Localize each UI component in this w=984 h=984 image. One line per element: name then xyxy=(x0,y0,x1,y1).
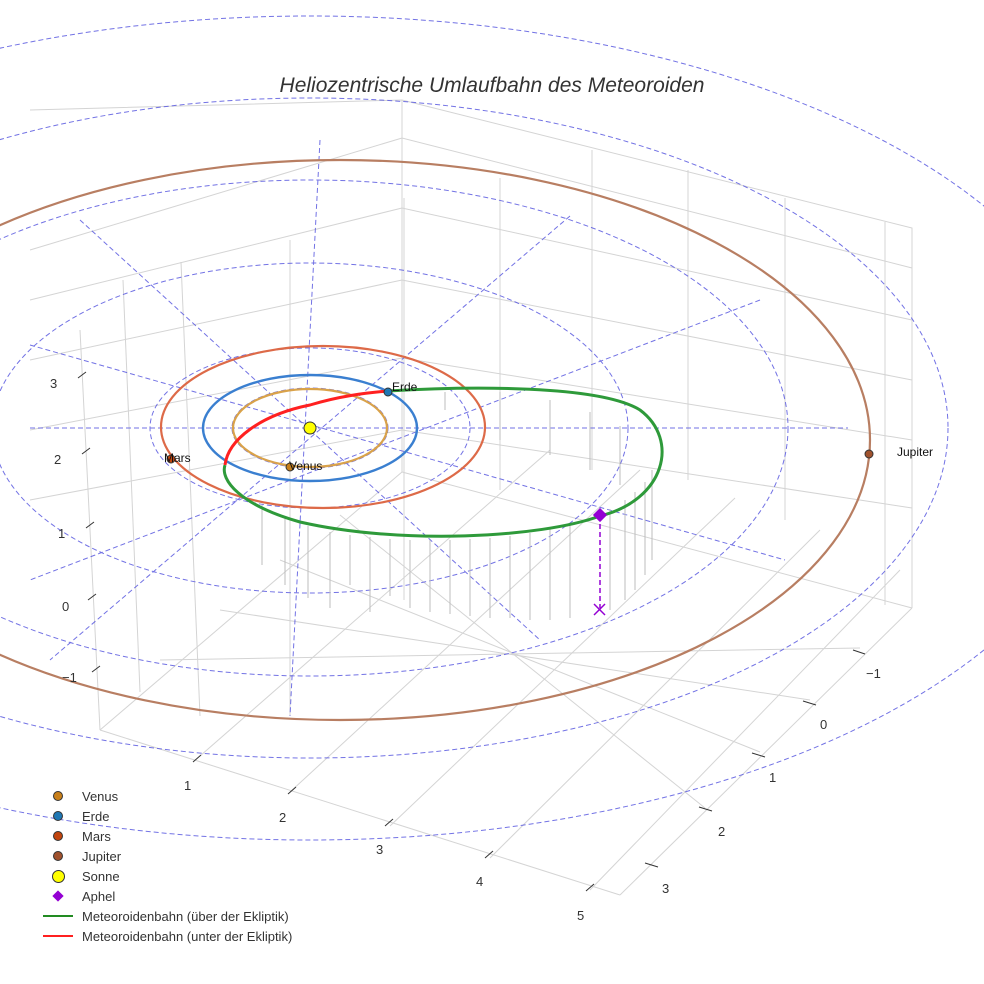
z-tick: 0 xyxy=(62,599,69,614)
y-tick: 2 xyxy=(718,824,725,839)
z-tick: 1 xyxy=(58,526,65,541)
mars-label: Mars xyxy=(164,451,191,465)
x-tick: 1 xyxy=(184,778,191,793)
legend-item-aphel[interactable]: Aphel xyxy=(38,886,292,906)
x-axis xyxy=(192,754,595,892)
x-tick: 5 xyxy=(577,908,584,923)
y-tick: −1 xyxy=(866,666,881,681)
jupiter-orbit xyxy=(0,158,871,722)
jupiter-label: Jupiter xyxy=(897,445,933,459)
aphel-projection-icon xyxy=(593,603,606,616)
mars-marker[interactable] xyxy=(166,454,176,464)
box-grid xyxy=(29,99,913,896)
earth-label: Erde xyxy=(392,380,418,394)
legend-item-sonne[interactable]: Sonne xyxy=(38,866,292,886)
z-axis xyxy=(77,371,101,673)
x-tick: 3 xyxy=(376,842,383,857)
y-tick: 0 xyxy=(820,717,827,732)
ecliptic-grid xyxy=(0,15,984,841)
legend-item-orbit-below[interactable]: Meteoroidenbahn (unter der Ekliptik) xyxy=(38,926,292,946)
y-tick: 1 xyxy=(769,770,776,785)
z-tick: 3 xyxy=(50,376,57,391)
sun-icon xyxy=(51,869,65,883)
legend-item-orbit-above[interactable]: Meteoroidenbahn (über der Ekliptik) xyxy=(38,906,292,926)
red-line-icon xyxy=(43,935,73,937)
green-line-icon xyxy=(43,915,73,917)
x-tick: 2 xyxy=(279,810,286,825)
venus-marker[interactable] xyxy=(285,462,295,472)
legend-item-venus[interactable]: Venus xyxy=(38,786,292,806)
chart-title: Heliozentrische Umlaufbahn des Meteoroid… xyxy=(279,74,705,97)
legend-item-mars[interactable]: Mars xyxy=(38,826,292,846)
venus-label: Venus xyxy=(289,459,322,473)
z-tick: 2 xyxy=(54,452,61,467)
legend-item-erde[interactable]: Erde xyxy=(38,806,292,826)
legend-item-jupiter[interactable]: Jupiter xyxy=(38,846,292,866)
venus-dot-icon xyxy=(53,791,63,801)
drop-lines xyxy=(261,392,653,620)
jupiter-dot-icon xyxy=(53,851,63,861)
mars-orbit xyxy=(159,344,487,510)
sun-marker[interactable] xyxy=(303,421,317,435)
venus-orbit xyxy=(231,387,389,469)
diamond-icon xyxy=(52,890,64,902)
x-tick: 4 xyxy=(476,874,483,889)
planet-orbits xyxy=(0,158,871,722)
y-tick: 3 xyxy=(662,881,669,896)
earth-dot-icon xyxy=(53,811,63,821)
legend: Venus Erde Mars Jupiter Sonne Aphel Mete… xyxy=(38,786,292,946)
mars-dot-icon xyxy=(53,831,63,841)
meteoroid-orbit-below xyxy=(223,389,389,466)
earth-orbit xyxy=(201,373,419,483)
jupiter-marker[interactable] xyxy=(864,449,874,459)
z-tick: −1 xyxy=(62,670,77,685)
y-axis xyxy=(644,649,866,868)
aphel-marker[interactable] xyxy=(592,507,608,523)
earth-marker[interactable] xyxy=(383,387,393,397)
